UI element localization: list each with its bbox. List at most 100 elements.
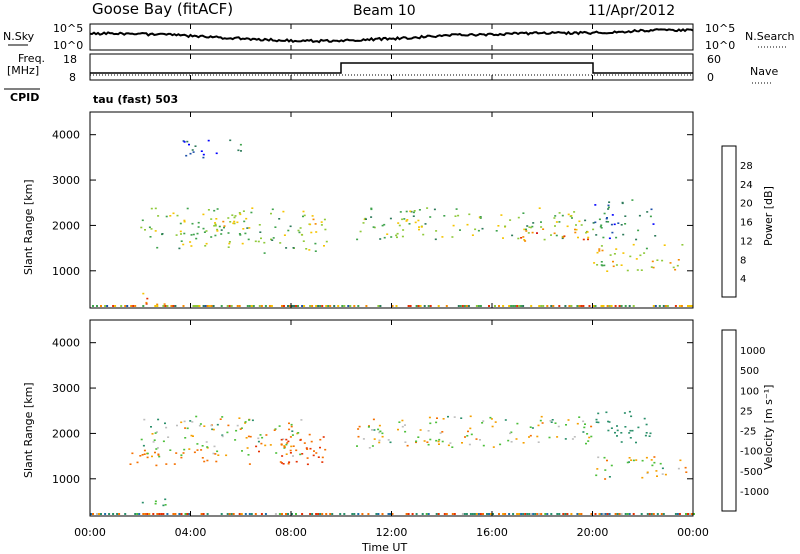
scatter-cell — [626, 513, 629, 515]
scatter-cell — [124, 513, 127, 515]
scatter-cell — [597, 456, 600, 459]
scatter-cell — [486, 513, 488, 515]
scatter-cell — [301, 234, 304, 236]
scatter-cell — [516, 422, 519, 425]
scatter-cell — [603, 212, 606, 215]
scatter-cell — [241, 242, 244, 245]
scatter-cell — [548, 436, 551, 439]
scatter-cell — [566, 225, 569, 228]
scatter-cell — [199, 423, 202, 425]
scatter-cell — [260, 513, 263, 515]
scatter-cell — [608, 513, 611, 515]
scatter-cell — [154, 502, 157, 505]
scatter-cell — [556, 513, 559, 515]
scatter-cell — [343, 305, 346, 307]
scatter-cell — [285, 247, 288, 249]
scatter-cell — [150, 426, 152, 428]
scatter-cell — [191, 222, 194, 225]
scatter-cell — [482, 444, 485, 447]
scatter-cell — [183, 420, 186, 423]
scatter-cell — [646, 471, 649, 474]
colorbar-tick-label: 16 — [740, 218, 753, 229]
scatter-cell — [437, 440, 440, 443]
scatter-cell — [257, 440, 260, 443]
scatter-cell — [609, 254, 612, 256]
scatter-cell — [270, 212, 272, 215]
scatter-cell — [396, 236, 398, 239]
scatter-cell — [599, 225, 602, 228]
scatter-cell — [149, 236, 152, 238]
scatter-cell — [236, 424, 239, 427]
scatter-cell — [191, 149, 194, 151]
nave-tick-low: 0 — [707, 71, 714, 84]
scatter-cell — [258, 305, 261, 307]
scatter-cell — [412, 211, 415, 214]
scatter-cell — [600, 224, 603, 227]
scatter-cell — [235, 429, 238, 432]
scatter-cell — [146, 452, 149, 455]
scatter-cell — [164, 305, 167, 307]
scatter-cell — [550, 234, 552, 236]
scatter-cell — [205, 230, 208, 232]
scatter-cell — [194, 305, 197, 307]
scatter-cell — [143, 453, 146, 455]
scatter-cell — [602, 236, 605, 239]
scatter-cell — [674, 305, 677, 307]
nsearch-tick-low: 10^0 — [705, 39, 735, 52]
scatter-cell — [378, 439, 381, 442]
scatter-cell — [151, 455, 153, 458]
scatter-cell — [630, 459, 633, 461]
scatter-cell — [202, 513, 205, 515]
scatter-cell — [381, 435, 384, 438]
scatter-cell — [497, 225, 500, 227]
y-tick-label: 4000 — [52, 129, 80, 142]
scatter-cell — [593, 262, 596, 264]
scatter-cell — [481, 227, 484, 230]
scatter-cell — [415, 305, 418, 307]
scatter-cell — [333, 305, 336, 307]
scatter-cell — [428, 416, 431, 419]
scatter-cell — [543, 238, 546, 241]
scatter-cell — [161, 233, 164, 235]
scatter-cell — [592, 222, 595, 224]
scatter-cell — [132, 305, 135, 307]
cpid-label: CPID — [10, 91, 39, 104]
scatter-cell — [601, 264, 604, 267]
scatter-cell — [213, 445, 216, 448]
scatter-cell — [522, 305, 525, 307]
scatter-cell — [255, 445, 258, 448]
scatter-cell — [287, 440, 290, 443]
scatter-cell — [250, 305, 253, 307]
scatter-cell — [282, 438, 285, 440]
scatter-cell — [227, 424, 230, 427]
y-tick-label: 3000 — [52, 382, 80, 395]
scatter-cell — [231, 214, 234, 216]
scatter-cell — [142, 444, 145, 447]
scatter-cell — [323, 218, 326, 221]
scatter-cell — [398, 421, 401, 423]
scatter-cell — [243, 220, 246, 223]
scatter-cell — [184, 427, 187, 429]
scatter-cell — [158, 513, 161, 515]
scatter-cell — [387, 513, 390, 515]
scatter-cell — [638, 214, 641, 217]
scatter-cell — [399, 211, 402, 213]
scatter-cell — [652, 305, 655, 307]
scatter-cell — [529, 434, 532, 437]
scatter-cell — [329, 305, 332, 307]
scatter-cell — [536, 435, 539, 438]
scatter-cell — [596, 468, 599, 470]
scatter-cell — [215, 218, 218, 220]
scatter-cell — [628, 432, 631, 434]
scatter-cell — [221, 416, 224, 418]
scatter-cell — [186, 427, 189, 430]
scatter-cell — [509, 219, 512, 221]
scatter-cell — [214, 224, 217, 227]
scatter-cell — [140, 438, 143, 441]
power-panel: Slant Range [km] 4000 3000 2000 1000 28 24 20… — [22, 111, 775, 309]
scatter-cell — [264, 513, 267, 515]
scatter-cell — [214, 234, 217, 237]
colorbar-tick-label: 28 — [740, 161, 753, 172]
scatter-cell — [582, 431, 585, 433]
scatter-cell — [136, 461, 139, 464]
